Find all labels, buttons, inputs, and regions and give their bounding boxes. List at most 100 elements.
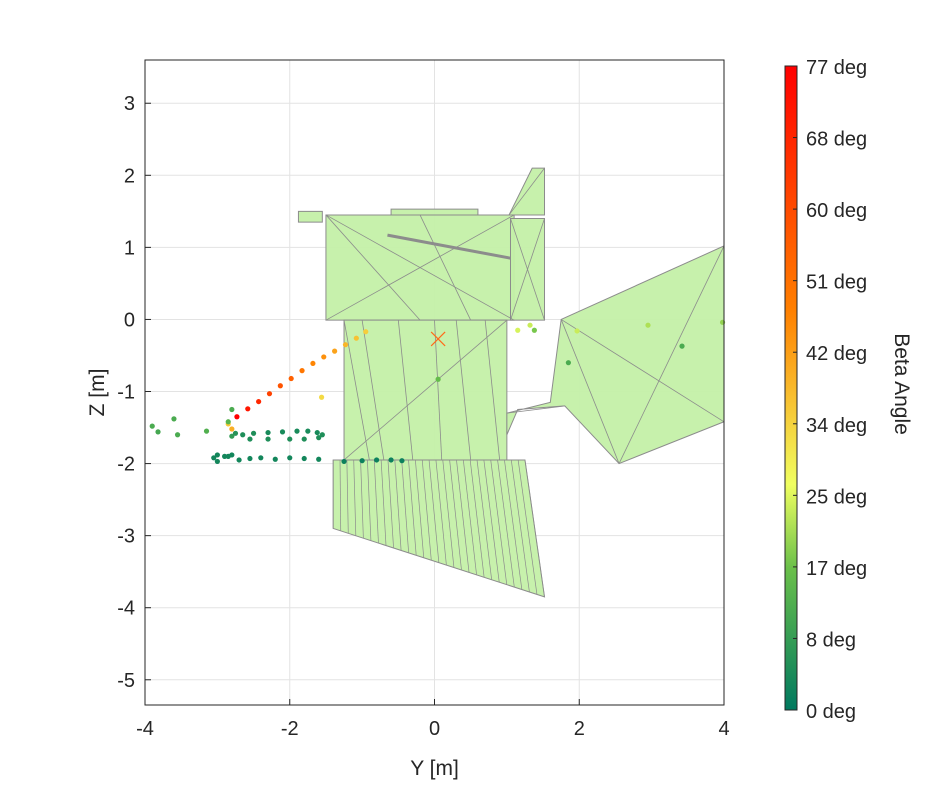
- data-point: [149, 423, 155, 429]
- spacecraft-panel: [390, 208, 479, 216]
- mesh-edge: [419, 214, 472, 321]
- data-point: [318, 394, 325, 400]
- data-point: [287, 436, 293, 442]
- data-point: [299, 368, 305, 374]
- colorbar-tick-label: 51 deg: [806, 272, 867, 294]
- data-point: [155, 429, 161, 435]
- data-point: [234, 414, 240, 420]
- data-point: [277, 383, 283, 389]
- colorbar-tick-label: 34 deg: [806, 415, 867, 437]
- data-point: [316, 435, 322, 441]
- data-point: [363, 329, 369, 335]
- nozzle-mesh-edge: [497, 459, 515, 588]
- y-tick-label: 3: [124, 93, 135, 115]
- mesh-edge: [560, 319, 725, 423]
- data-point: [374, 457, 380, 463]
- data-point: [353, 335, 359, 341]
- mesh-edge: [343, 320, 370, 461]
- data-point: [256, 398, 262, 405]
- colorbar-tick-label: 25 deg: [806, 486, 867, 508]
- nozzle-mesh-edge: [428, 459, 440, 563]
- nozzle-mesh-edge: [421, 459, 432, 561]
- data-points: [149, 319, 726, 465]
- nozzle-mesh-edge: [504, 459, 523, 590]
- data-point: [527, 322, 533, 328]
- x-tick-label: -4: [136, 718, 154, 740]
- data-point: [225, 419, 231, 425]
- x-tick-label: -2: [281, 718, 299, 740]
- nozzle-mesh-edge: [394, 459, 402, 551]
- nozzle-mesh-edge: [380, 459, 387, 546]
- data-point: [515, 327, 521, 333]
- nozzle-mesh-edge: [401, 459, 410, 553]
- nozzle-mesh-edge: [415, 459, 425, 558]
- data-point: [247, 436, 253, 442]
- x-tick-label: 0: [429, 718, 440, 740]
- mesh-edge: [325, 214, 515, 321]
- data-point: [321, 354, 327, 360]
- nozzle-mesh-edge: [517, 459, 538, 595]
- data-point: [341, 458, 347, 465]
- nozzle-mesh-edge: [462, 459, 477, 575]
- nozzle-mesh-edge: [387, 459, 394, 549]
- x-tick-label: 2: [574, 718, 585, 740]
- colorbar-ticks: 77 deg 68 deg 60 deg 51 deg 42 deg 34 deg 25 d…: [793, 57, 867, 723]
- colorbar-tick-label: 0 deg: [806, 701, 856, 723]
- mesh-edge: [397, 320, 414, 461]
- data-point: [265, 429, 271, 436]
- origin-cross-marker: [430, 331, 446, 347]
- data-point: [250, 430, 257, 436]
- mesh-edge: [455, 320, 472, 461]
- colorbar: [784, 65, 798, 711]
- data-point: [288, 375, 294, 382]
- colorbar-tick-label: 60 deg: [806, 200, 867, 222]
- tick-labels: -4 -2 0 2 4 3 2 1 0 -1 -2 -3 -4 -5: [117, 93, 729, 740]
- y-tick-label: -3: [117, 526, 135, 548]
- colorbar-tick-label: 42 deg: [806, 343, 867, 365]
- data-point: [359, 458, 365, 464]
- colorbar-tick-label: 68 deg: [806, 129, 867, 151]
- data-point: [203, 428, 210, 434]
- nozzle-mesh-edge: [339, 459, 342, 531]
- y-tick-label: -4: [117, 598, 135, 620]
- data-point: [229, 426, 235, 432]
- mesh-edge: [560, 319, 620, 464]
- data-point: [531, 327, 537, 333]
- y-tick-label: -2: [117, 454, 135, 476]
- nozzle-mesh-edge: [442, 459, 455, 568]
- data-point: [574, 328, 580, 334]
- spacecraft-geometry: [297, 167, 725, 598]
- data-point: [645, 322, 651, 328]
- y-axis-label: Z [m]: [86, 369, 109, 417]
- data-point: [272, 456, 278, 462]
- nozzle-mesh-edge: [456, 459, 470, 573]
- data-point: [679, 343, 685, 349]
- y-tick-label: -1: [117, 382, 135, 404]
- nozzle-mesh-edge: [353, 459, 357, 536]
- mesh-edge: [506, 405, 565, 414]
- data-point: [388, 457, 394, 463]
- mesh-edge: [508, 167, 545, 216]
- mesh-edge: [484, 320, 501, 461]
- data-point: [287, 455, 293, 461]
- y-tick-label: -5: [117, 670, 135, 692]
- data-point: [342, 342, 349, 348]
- mesh-edge: [618, 245, 725, 464]
- data-point: [214, 458, 220, 465]
- colorbar-tick-label: 17 deg: [806, 558, 867, 580]
- data-point: [435, 376, 441, 382]
- data-point: [301, 436, 307, 442]
- nozzle-mesh-edge: [360, 459, 364, 539]
- data-point: [305, 428, 311, 434]
- y-tick-label: 2: [124, 165, 135, 187]
- antenna-boom: [387, 233, 511, 260]
- data-point: [319, 432, 325, 438]
- data-point: [240, 432, 246, 438]
- data-point: [229, 433, 235, 439]
- nozzle-mesh-edge: [346, 459, 349, 534]
- y-tick-label: 1: [124, 237, 135, 259]
- colorbar-tick-label: 77 deg: [806, 57, 867, 79]
- mesh-edge: [361, 320, 385, 461]
- data-point: [301, 455, 307, 462]
- nozzle-mesh-edge: [476, 459, 493, 580]
